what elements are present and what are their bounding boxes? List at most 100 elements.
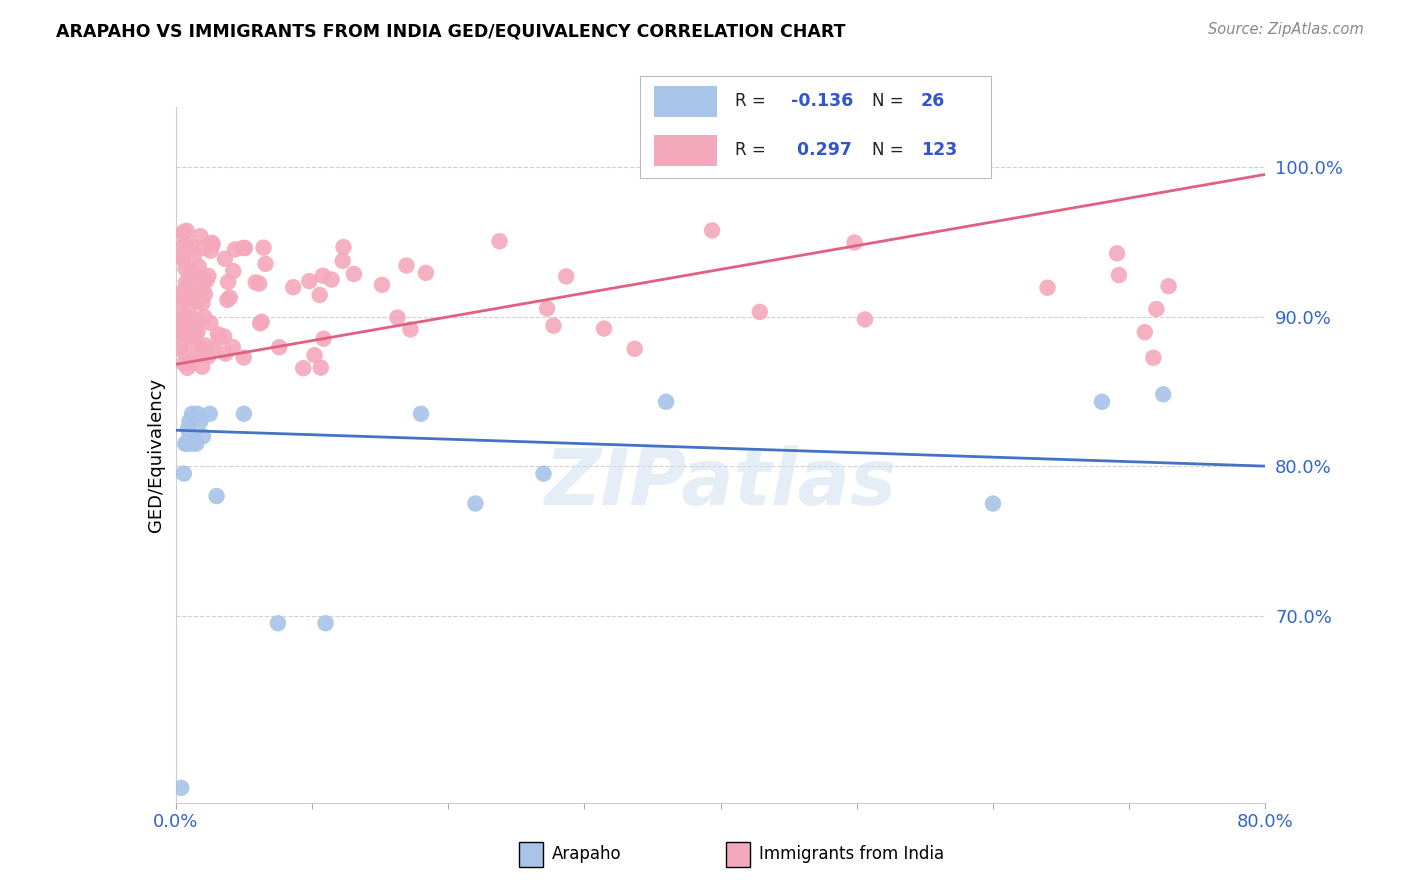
Point — [249, 316, 271, 330]
Text: -0.136: -0.136 — [790, 92, 853, 110]
Point — [217, 275, 239, 289]
Point — [250, 315, 273, 329]
Text: 0.297: 0.297 — [790, 141, 852, 159]
Point — [201, 237, 224, 252]
Text: Arapaho: Arapaho — [551, 846, 621, 863]
Point — [205, 489, 228, 503]
Point — [173, 357, 195, 371]
Point — [321, 272, 343, 286]
Point — [224, 243, 246, 257]
Point — [190, 277, 212, 291]
Point — [177, 422, 200, 436]
Point — [177, 330, 200, 344]
Point — [269, 340, 291, 354]
Point — [173, 326, 195, 340]
Point — [533, 467, 555, 481]
Point — [312, 332, 335, 346]
Point — [170, 780, 193, 795]
Point — [700, 223, 723, 237]
Point — [186, 407, 209, 421]
Point — [181, 436, 204, 450]
Point — [179, 329, 201, 343]
Point — [180, 264, 202, 278]
Point — [184, 312, 207, 326]
Point — [309, 360, 332, 375]
Point — [174, 319, 197, 334]
Point — [179, 355, 201, 369]
Point — [409, 407, 432, 421]
Point — [222, 264, 245, 278]
Point — [399, 322, 422, 336]
Point — [1091, 394, 1114, 409]
Point — [853, 312, 876, 326]
Point — [194, 338, 217, 352]
Point — [187, 350, 209, 364]
Point — [1108, 268, 1130, 282]
Point — [488, 234, 510, 248]
Point — [176, 360, 198, 375]
Point — [623, 342, 645, 356]
Point — [464, 497, 486, 511]
Point — [232, 351, 254, 365]
Point — [267, 616, 290, 631]
Point — [173, 467, 195, 481]
Point — [312, 268, 335, 283]
Point — [186, 318, 208, 333]
Point — [308, 288, 330, 302]
Point — [981, 497, 1004, 511]
Point — [173, 316, 195, 330]
Point — [191, 429, 214, 443]
Point — [245, 276, 267, 290]
Point — [172, 289, 194, 303]
FancyBboxPatch shape — [654, 136, 717, 166]
Point — [187, 260, 209, 274]
Point — [395, 259, 418, 273]
Point — [1152, 387, 1174, 401]
Point — [193, 310, 215, 324]
Point — [173, 314, 195, 328]
Point — [232, 407, 254, 421]
Text: N =: N = — [872, 92, 908, 110]
Point — [183, 429, 205, 443]
Point — [174, 262, 197, 277]
Text: Immigrants from India: Immigrants from India — [759, 846, 943, 863]
Text: R =: R = — [735, 141, 770, 159]
Point — [174, 288, 197, 302]
Point — [214, 252, 236, 266]
Point — [315, 616, 337, 631]
Point — [170, 314, 193, 328]
Point — [191, 359, 214, 374]
Point — [180, 356, 202, 370]
Point — [191, 282, 214, 296]
FancyBboxPatch shape — [519, 842, 543, 867]
Point — [174, 275, 197, 289]
Point — [186, 436, 208, 450]
Point — [748, 305, 770, 319]
Text: ARAPAHO VS IMMIGRANTS FROM INDIA GED/EQUIVALENCY CORRELATION CHART: ARAPAHO VS IMMIGRANTS FROM INDIA GED/EQU… — [56, 22, 846, 40]
Point — [1133, 325, 1156, 339]
Point — [172, 251, 194, 265]
Point — [387, 310, 409, 325]
Point — [183, 249, 205, 263]
Point — [202, 343, 225, 358]
Point — [169, 340, 191, 354]
Point — [197, 268, 219, 283]
Point — [191, 296, 214, 310]
Point — [184, 330, 207, 344]
FancyBboxPatch shape — [725, 842, 749, 867]
Point — [174, 436, 197, 450]
Point — [207, 327, 229, 342]
Point — [200, 244, 222, 258]
Point — [188, 414, 211, 428]
Point — [170, 285, 193, 300]
Point — [254, 257, 277, 271]
Point — [655, 394, 678, 409]
Point — [593, 321, 616, 335]
Point — [1107, 246, 1129, 260]
Point — [179, 429, 201, 443]
Point — [172, 252, 194, 266]
Point — [173, 227, 195, 242]
Point — [343, 267, 366, 281]
Point — [176, 224, 198, 238]
Point — [415, 266, 437, 280]
